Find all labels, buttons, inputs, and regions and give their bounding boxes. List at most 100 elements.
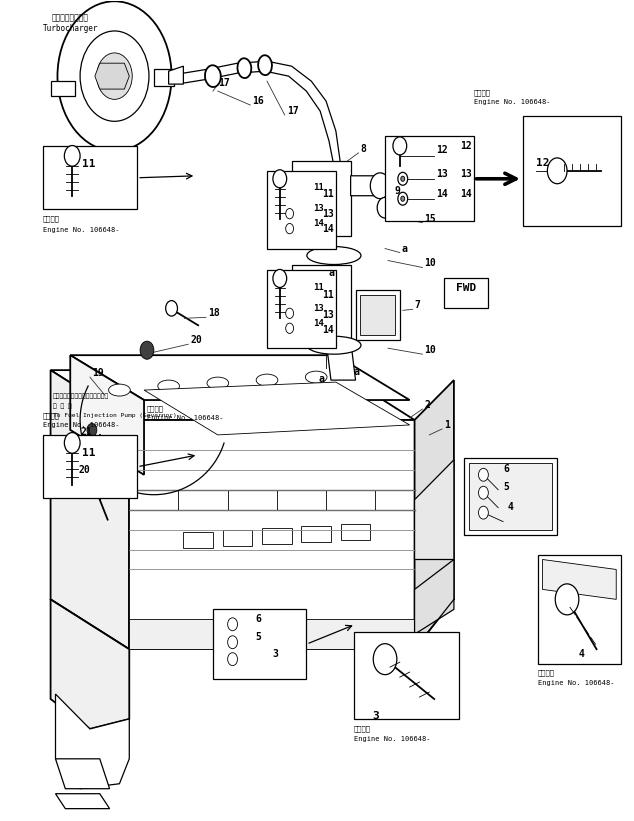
Polygon shape <box>213 609 306 679</box>
Circle shape <box>286 223 294 234</box>
Circle shape <box>273 269 287 287</box>
Text: a: a <box>354 367 359 377</box>
Circle shape <box>393 137 406 155</box>
Text: 14: 14 <box>322 223 334 234</box>
Text: 11: 11 <box>82 448 96 458</box>
Polygon shape <box>95 63 129 89</box>
Text: 12: 12 <box>460 141 472 151</box>
Circle shape <box>64 145 80 166</box>
Text: 14: 14 <box>313 319 324 328</box>
Text: 12: 12 <box>436 144 448 155</box>
Circle shape <box>547 158 567 184</box>
Polygon shape <box>51 81 75 96</box>
Circle shape <box>370 173 390 199</box>
Circle shape <box>479 468 488 481</box>
Text: Engine No. 106648-: Engine No. 106648- <box>147 415 223 421</box>
Polygon shape <box>385 136 474 221</box>
Polygon shape <box>301 525 331 542</box>
Text: 適用号機: 適用号機 <box>147 405 164 411</box>
Circle shape <box>373 644 397 675</box>
Text: 適用号機: 適用号機 <box>42 412 60 419</box>
Polygon shape <box>292 161 351 236</box>
Text: 6: 6 <box>503 464 509 474</box>
Text: 17: 17 <box>218 78 230 88</box>
Text: Engine No. 106648-: Engine No. 106648- <box>538 680 614 686</box>
Circle shape <box>140 342 154 360</box>
Text: 10: 10 <box>424 345 436 355</box>
Polygon shape <box>183 531 213 548</box>
Polygon shape <box>56 759 110 789</box>
Text: 14: 14 <box>460 189 472 199</box>
Text: 2: 2 <box>424 400 430 410</box>
Polygon shape <box>223 530 252 545</box>
Text: 適用号機: 適用号機 <box>354 725 370 732</box>
Text: a: a <box>402 244 408 254</box>
Text: 適用号機: 適用号機 <box>538 669 555 676</box>
Polygon shape <box>292 265 351 340</box>
Ellipse shape <box>258 55 272 75</box>
Ellipse shape <box>207 377 229 389</box>
Polygon shape <box>351 176 385 195</box>
Text: 15: 15 <box>424 213 436 223</box>
Text: Engine No. 106648-: Engine No. 106648- <box>42 422 119 428</box>
Ellipse shape <box>307 337 361 354</box>
Text: 11: 11 <box>322 189 334 199</box>
Text: 14: 14 <box>322 325 334 335</box>
Polygon shape <box>444 278 488 309</box>
Text: 適用号機: 適用号機 <box>474 89 491 96</box>
Text: 20: 20 <box>78 465 90 475</box>
Polygon shape <box>42 146 137 209</box>
Ellipse shape <box>306 371 327 383</box>
Circle shape <box>401 196 404 201</box>
Text: 12: 12 <box>536 158 549 167</box>
Polygon shape <box>469 463 552 530</box>
Polygon shape <box>538 554 621 664</box>
Polygon shape <box>267 270 336 348</box>
Circle shape <box>286 209 294 219</box>
Circle shape <box>479 486 488 499</box>
Text: 5: 5 <box>256 632 261 642</box>
Circle shape <box>286 308 294 319</box>
Circle shape <box>401 177 404 181</box>
Ellipse shape <box>205 65 221 87</box>
Polygon shape <box>415 559 454 635</box>
Text: 3: 3 <box>272 649 278 659</box>
Polygon shape <box>543 559 616 599</box>
Circle shape <box>80 31 149 122</box>
Circle shape <box>228 653 238 666</box>
Ellipse shape <box>158 380 179 392</box>
Text: 11: 11 <box>322 291 334 300</box>
Text: 18: 18 <box>208 309 220 319</box>
Text: 19: 19 <box>92 368 103 378</box>
Text: 16: 16 <box>252 96 264 106</box>
Text: ガ バ ナ: ガ バ ナ <box>53 403 71 409</box>
Text: 3: 3 <box>372 711 378 721</box>
Text: FWD: FWD <box>456 283 476 293</box>
Polygon shape <box>463 458 557 534</box>
Text: a: a <box>318 374 324 384</box>
Text: 11: 11 <box>313 283 324 292</box>
Polygon shape <box>42 435 137 498</box>
Circle shape <box>479 507 488 519</box>
Ellipse shape <box>307 246 361 264</box>
Text: 1: 1 <box>444 420 450 430</box>
Text: 13: 13 <box>460 169 472 179</box>
Polygon shape <box>354 632 459 719</box>
Text: 適用号機: 適用号機 <box>42 216 60 222</box>
Text: 17: 17 <box>287 106 299 116</box>
Polygon shape <box>341 524 370 539</box>
Ellipse shape <box>108 384 130 396</box>
Text: 20: 20 <box>190 335 202 346</box>
Circle shape <box>228 618 238 631</box>
Polygon shape <box>262 528 292 544</box>
Circle shape <box>377 197 393 218</box>
Text: Turbocharger: Turbocharger <box>42 25 98 34</box>
Polygon shape <box>144 382 410 435</box>
Text: 4: 4 <box>579 649 585 659</box>
Circle shape <box>97 53 133 99</box>
Polygon shape <box>415 460 454 559</box>
Text: 13: 13 <box>322 209 334 218</box>
Text: 7: 7 <box>415 300 420 310</box>
Text: 9: 9 <box>395 186 401 195</box>
Polygon shape <box>356 291 400 340</box>
